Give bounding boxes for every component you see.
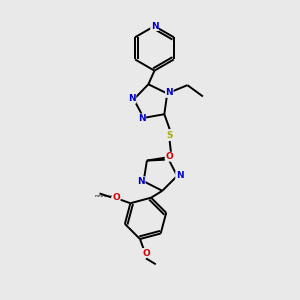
Text: N: N xyxy=(128,94,136,103)
Text: O: O xyxy=(142,248,150,257)
Text: N: N xyxy=(151,22,158,31)
Text: O: O xyxy=(165,152,173,161)
Text: O: O xyxy=(112,193,120,202)
Text: N: N xyxy=(176,172,183,181)
Text: N: N xyxy=(138,114,146,123)
Text: N: N xyxy=(137,177,145,186)
Text: methoxy: methoxy xyxy=(94,194,113,197)
Text: N: N xyxy=(166,88,173,98)
Text: S: S xyxy=(167,130,173,140)
